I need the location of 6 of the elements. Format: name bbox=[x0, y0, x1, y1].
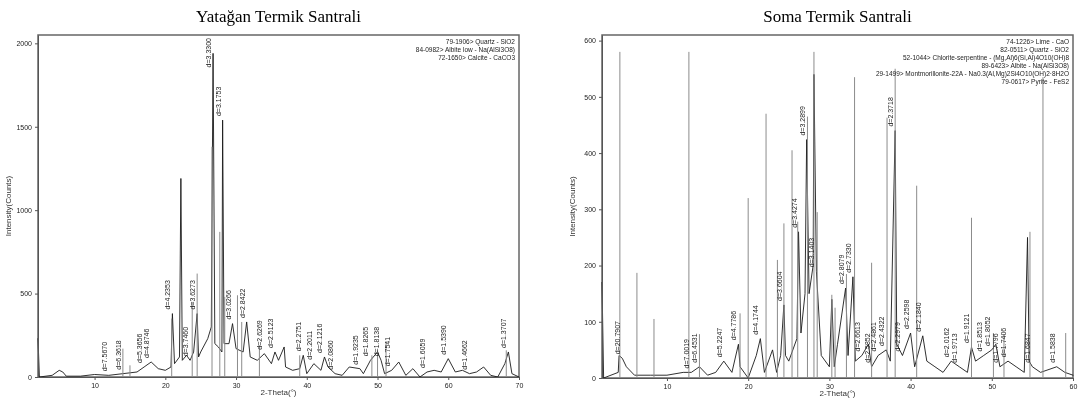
y-axis-title: Intensity(Counts) bbox=[4, 175, 13, 237]
chart-title: Yatağan Termik Santrali bbox=[196, 7, 362, 26]
x-axis-title: 2-Theta(°) bbox=[260, 388, 297, 397]
x-axis-title: 2-Theta(°) bbox=[819, 389, 856, 398]
y-axis-title: Intensity(Counts) bbox=[568, 175, 577, 237]
chart-title: Soma Termik Santrali bbox=[763, 7, 913, 26]
